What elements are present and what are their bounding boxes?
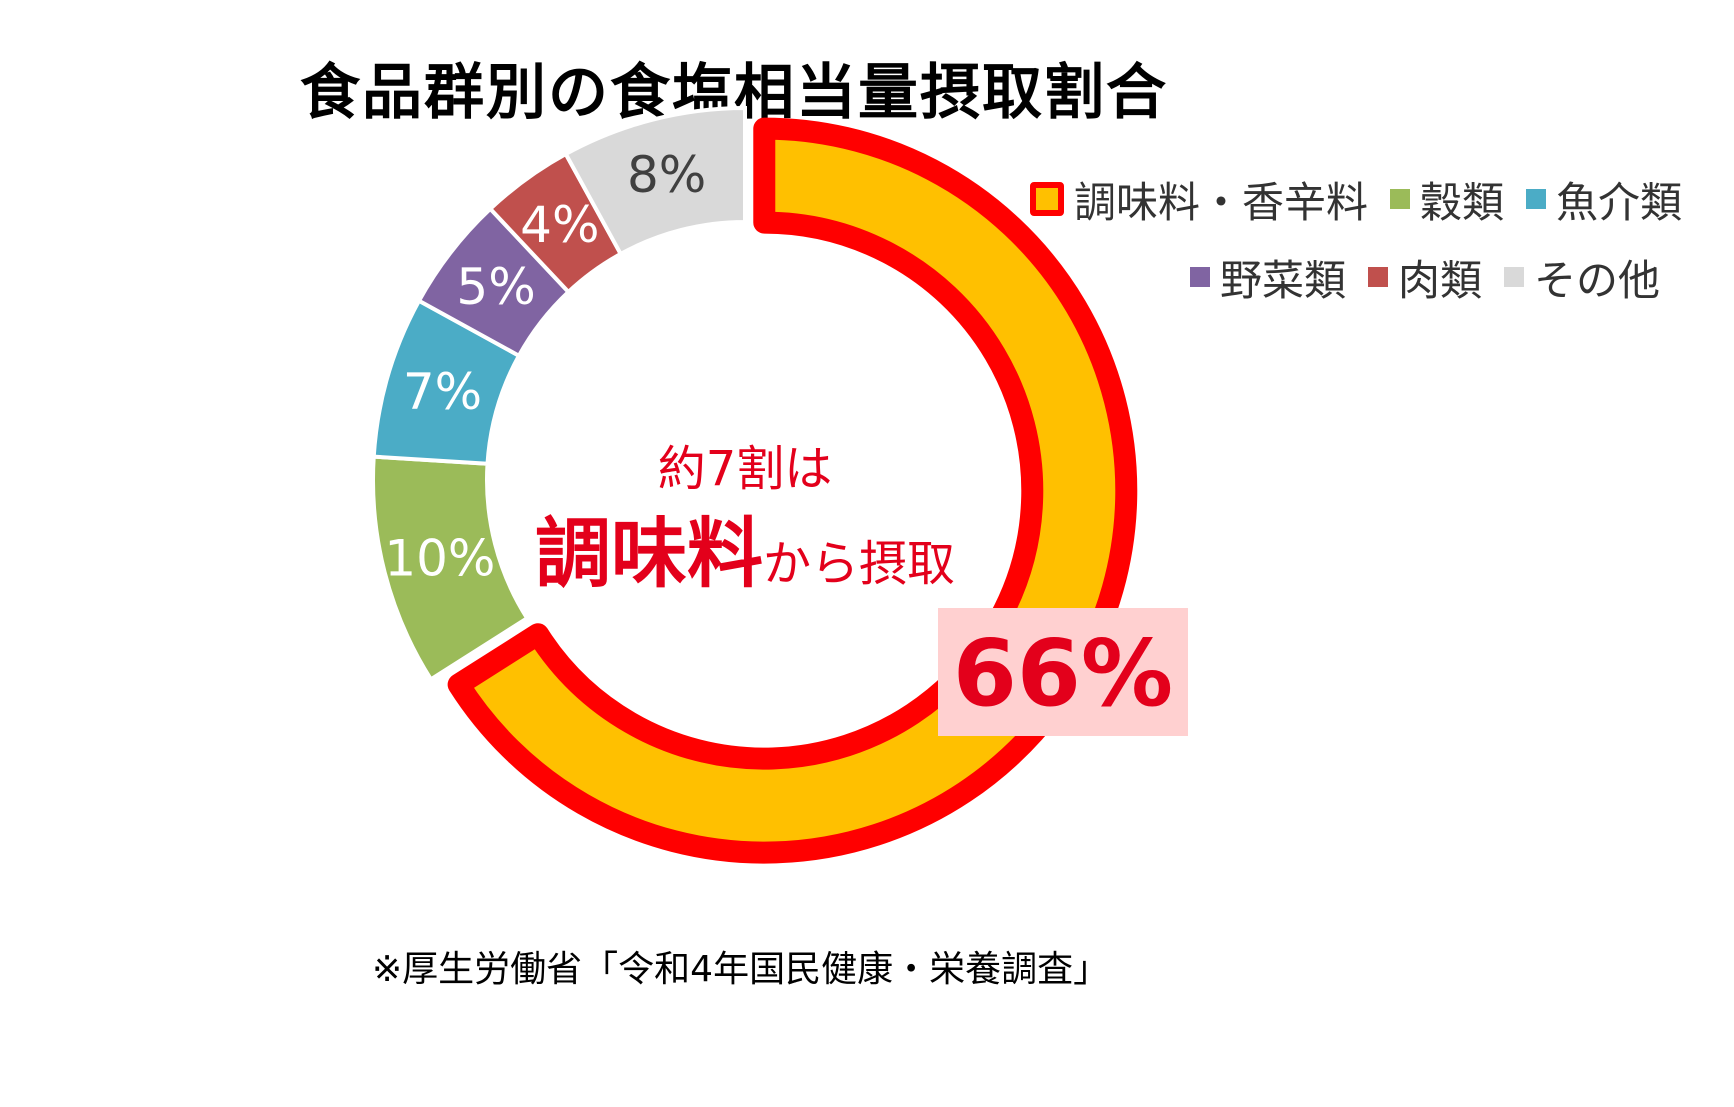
legend-swatch-seafood [1526,189,1547,209]
legend-item-seasoning: 調味料・香辛料 [1030,169,1368,230]
legend-label-other: その他 [1534,255,1661,305]
legend-label-seafood: 魚介類 [1556,177,1683,227]
legend-label-vegetables: 野菜類 [1220,255,1347,305]
legend-label-meat: 肉類 [1398,255,1483,305]
legend-item-grains: 穀類 [1390,169,1504,230]
legend-item-meat: 肉類 [1368,247,1482,308]
legend-item-vegetables: 野菜類 [1190,247,1346,308]
slice-label-seasoning: 66% [953,620,1173,727]
slice-label-grains: 10% [384,529,495,587]
center-text-bold: 調味料 [535,509,763,598]
center-annotation: 約7割は 調味料から摂取 [535,441,955,598]
legend-label-grains: 穀類 [1420,177,1505,227]
slice-label-vegetables: 5% [456,258,535,316]
donut-slices [371,105,1138,864]
slice-label-bg-seasoning [938,608,1188,736]
legend-item-other: その他 [1504,247,1660,308]
slice-label-seafood: 7% [403,363,482,421]
slice-label-other: 8% [627,146,706,204]
legend-swatch-meat [1368,267,1389,287]
slice-label-meat: 4% [520,196,599,254]
legend: 調味料・香辛料 穀類 魚介類 野菜類 肉類 その他 [1030,160,1730,316]
slice-seasoning [447,117,1138,864]
legend-row-1: 調味料・香辛料 穀類 魚介類 [1030,160,1730,238]
slice-other [563,105,747,257]
legend-swatch-grains [1390,189,1411,209]
center-text-line2: 調味料から摂取 [535,509,955,598]
slice-labels: 66% 10% 7% 5%4% 8% [384,146,1188,736]
legend-item-seafood: 魚介類 [1526,169,1682,230]
legend-swatch-seasoning [1030,182,1064,216]
legend-row-2: 野菜類 肉類 その他 [1030,238,1730,316]
legend-swatch-vegetables [1190,267,1210,287]
legend-swatch-other [1504,267,1525,287]
legend-label-seasoning: 調味料・香辛料 [1074,177,1369,227]
source-note: ※厚生労働省「令和4年国民健康・栄養調査」 [372,949,1110,990]
center-text-rest: から摂取 [763,536,955,592]
center-text-line1: 約7割は [658,441,833,497]
